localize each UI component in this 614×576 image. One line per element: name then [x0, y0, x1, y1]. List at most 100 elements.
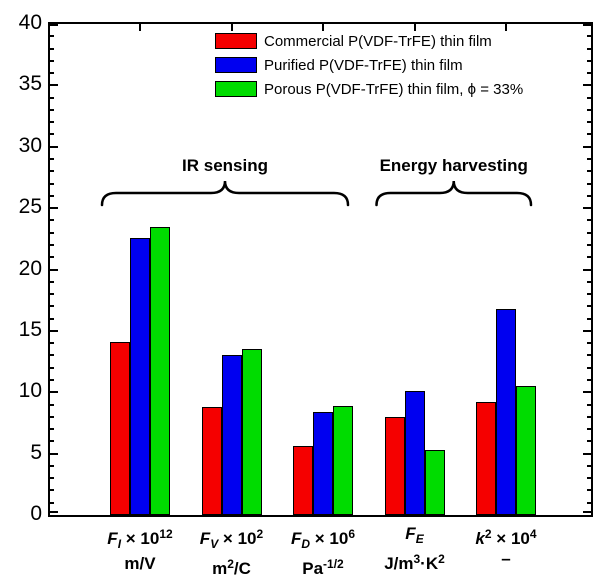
bar-purified-cat4 [496, 309, 516, 515]
x-tick-top [322, 24, 324, 31]
legend-label: Purified P(VDF-TrFE) thin film [264, 56, 463, 74]
y-minor-tick-left [50, 231, 54, 234]
y-minor-tick-left [50, 121, 54, 124]
x-tick-top [413, 24, 416, 31]
bar-porous-cat2 [333, 406, 353, 515]
y-minor-tick-left [50, 366, 54, 369]
bar-commercial-cat0 [110, 342, 130, 515]
y-minor-tick-right [587, 293, 591, 296]
legend-swatch-blue [215, 57, 257, 73]
y-minor-tick-right [587, 342, 591, 345]
x-category-label: FV × 102 m2/C [199, 527, 264, 576]
y-minor-tick-right [587, 305, 591, 308]
y-major-tick-right [583, 84, 591, 87]
y-minor-tick-left [50, 59, 54, 62]
y-tick-label: 20 [18, 256, 42, 280]
y-minor-tick-left [50, 194, 54, 197]
y-minor-tick-right [587, 489, 591, 492]
x-category-label: FE J/m3·K2 [384, 524, 445, 573]
y-minor-tick-left [50, 464, 54, 467]
y-minor-tick-left [50, 35, 54, 38]
y-major-tick-right [583, 268, 591, 271]
y-minor-tick-right [587, 378, 591, 381]
y-minor-tick-left [50, 440, 54, 443]
y-minor-tick-right [587, 96, 591, 99]
y-minor-tick-right [587, 440, 591, 443]
bar-purified-cat1 [221, 355, 242, 515]
bar-porous-cat3 [424, 450, 445, 515]
y-tick-label: 0 [30, 502, 42, 525]
y-minor-tick-left [50, 477, 54, 480]
y-minor-tick-left [50, 182, 54, 185]
y-minor-tick-left [50, 415, 54, 418]
y-minor-tick-left [50, 256, 54, 259]
plot-area [48, 22, 593, 517]
y-minor-tick-left [50, 170, 54, 173]
y-minor-tick-right [587, 256, 591, 259]
y-minor-tick-right [587, 219, 591, 222]
x-tick-top [139, 24, 141, 31]
bar-commercial-cat2 [293, 446, 313, 515]
y-minor-tick-right [587, 501, 591, 504]
bar-porous-cat1 [241, 349, 262, 515]
y-major-tick-left [50, 268, 58, 271]
y-minor-tick-right [587, 366, 591, 369]
y-minor-tick-left [50, 133, 54, 136]
y-tick-label: 40 [18, 11, 42, 34]
x-category-label: FD × 106 Pa-1/2 [290, 527, 356, 576]
y-major-tick-left [50, 207, 58, 210]
legend-label: Porous P(VDF-TrFE) thin film, ϕ = 33% [264, 80, 524, 98]
y-major-tick-left [50, 329, 58, 332]
x-category-label: k2 × 104– [475, 527, 537, 568]
y-minor-tick-right [587, 280, 591, 283]
bar-purified-cat2 [313, 412, 333, 515]
y-minor-tick-right [587, 428, 591, 431]
bar-commercial-cat3 [384, 417, 405, 515]
legend-item: Purified P(VDF-TrFE) thin film [215, 56, 523, 74]
bar-porous-cat4 [516, 386, 536, 515]
y-minor-tick-right [587, 477, 591, 480]
y-minor-tick-right [587, 35, 591, 38]
x-tick-top [505, 24, 507, 31]
y-major-tick-left [50, 84, 58, 87]
y-major-tick-right [583, 145, 591, 148]
y-minor-tick-left [50, 501, 54, 504]
y-minor-tick-right [587, 243, 591, 246]
annotation-label: IR sensing [182, 156, 268, 175]
y-tick-label: 30 [18, 133, 42, 157]
y-minor-tick-left [50, 428, 54, 431]
y-major-tick-left [50, 145, 58, 148]
bar-commercial-cat1 [201, 407, 222, 515]
bar-purified-cat0 [130, 238, 150, 515]
y-minor-tick-left [50, 72, 54, 75]
bar-purified-cat3 [404, 391, 425, 515]
y-minor-tick-left [50, 489, 54, 492]
y-minor-tick-right [587, 133, 591, 136]
y-minor-tick-right [587, 121, 591, 124]
bar-commercial-cat4 [476, 402, 496, 515]
y-major-tick-left [50, 24, 58, 26]
y-major-tick-right [583, 452, 591, 455]
y-major-tick-right [583, 391, 591, 394]
y-minor-tick-left [50, 47, 54, 50]
y-minor-tick-right [587, 59, 591, 62]
y-minor-tick-right [587, 415, 591, 418]
y-minor-tick-left [50, 243, 54, 246]
y-tick-label: 10 [18, 379, 42, 403]
y-major-tick-left [50, 391, 58, 394]
annotation-label: Energy harvesting [379, 156, 528, 175]
y-minor-tick-left [50, 378, 54, 381]
y-tick-label: 15 [18, 317, 42, 341]
y-tick-label: 25 [18, 195, 42, 219]
legend-swatch-red [215, 33, 257, 49]
y-minor-tick-left [50, 293, 54, 296]
y-major-tick-left [50, 511, 58, 513]
y-minor-tick-left [50, 96, 54, 99]
y-minor-tick-right [587, 182, 591, 185]
y-minor-tick-right [587, 72, 591, 75]
legend-item: Commercial P(VDF-TrFE) thin film [215, 33, 523, 50]
y-major-tick-right [583, 329, 591, 332]
y-minor-tick-right [587, 108, 591, 111]
y-minor-tick-left [50, 219, 54, 222]
